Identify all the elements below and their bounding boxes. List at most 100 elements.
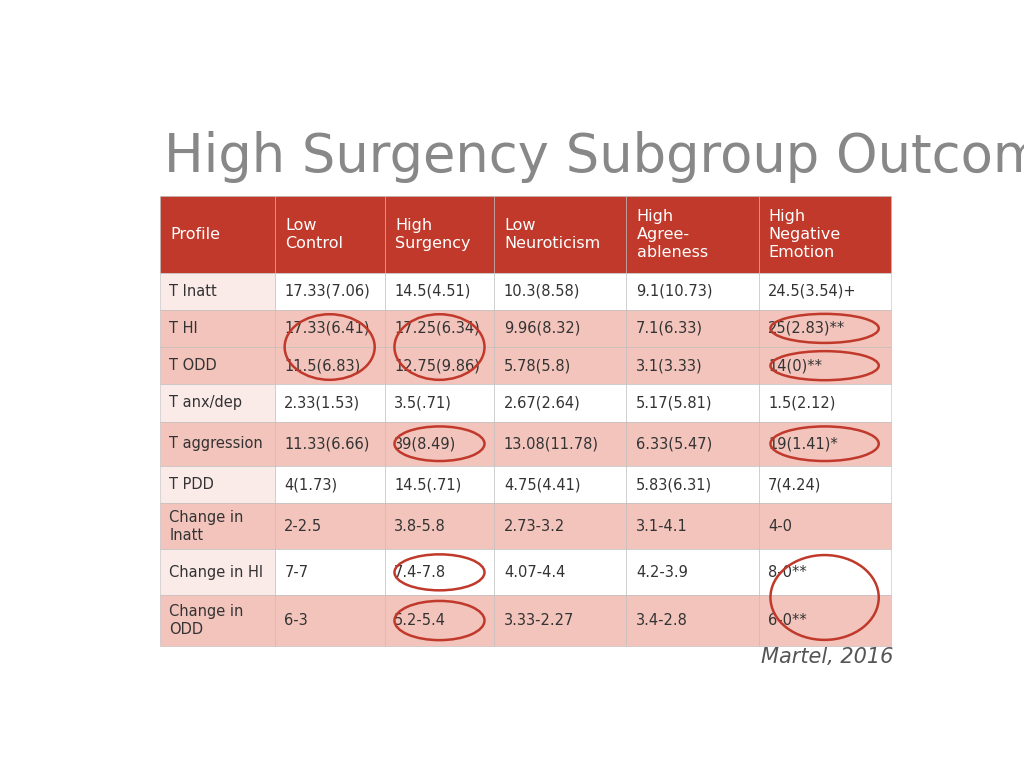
Text: 6.33(5.47): 6.33(5.47) — [636, 436, 713, 452]
Text: 17.33(7.06): 17.33(7.06) — [285, 283, 370, 299]
Bar — [627, 196, 759, 273]
Bar — [160, 422, 274, 466]
Bar — [160, 196, 274, 273]
Bar — [495, 196, 627, 273]
Text: 3.8-5.8: 3.8-5.8 — [394, 518, 445, 534]
Text: 25(2.83)**: 25(2.83)** — [768, 321, 846, 336]
Bar — [160, 273, 274, 310]
Text: 39(8.49): 39(8.49) — [394, 436, 457, 452]
Bar — [160, 503, 274, 549]
Bar — [385, 196, 495, 273]
Bar — [274, 466, 385, 503]
Text: 8-0**: 8-0** — [768, 564, 807, 580]
Bar — [274, 310, 385, 347]
Bar — [627, 347, 759, 384]
Bar — [274, 595, 385, 646]
Text: 14.5(4.51): 14.5(4.51) — [394, 283, 470, 299]
Bar — [495, 384, 627, 422]
Text: 7(4.24): 7(4.24) — [768, 477, 821, 492]
Text: 4.07-4.4: 4.07-4.4 — [504, 564, 565, 580]
Bar — [759, 273, 891, 310]
Text: 3.33-2.27: 3.33-2.27 — [504, 613, 574, 628]
Bar — [385, 503, 495, 549]
Bar — [274, 384, 385, 422]
Bar — [274, 273, 385, 310]
Text: 13.08(11.78): 13.08(11.78) — [504, 436, 599, 452]
Bar — [160, 310, 274, 347]
Text: 2-2.5: 2-2.5 — [285, 518, 323, 534]
Bar — [627, 273, 759, 310]
Text: 3.1(3.33): 3.1(3.33) — [636, 358, 702, 373]
Bar — [759, 595, 891, 646]
Bar — [160, 466, 274, 503]
Text: 6-0**: 6-0** — [768, 613, 807, 628]
Text: 7.1(6.33): 7.1(6.33) — [636, 321, 703, 336]
Text: 9.1(10.73): 9.1(10.73) — [636, 283, 713, 299]
Text: 9.96(8.32): 9.96(8.32) — [504, 321, 581, 336]
Bar — [495, 549, 627, 595]
Bar — [495, 273, 627, 310]
Bar — [495, 310, 627, 347]
Text: 17.25(6.34): 17.25(6.34) — [394, 321, 480, 336]
Bar — [627, 384, 759, 422]
Text: T HI: T HI — [169, 321, 198, 336]
Bar — [385, 422, 495, 466]
Text: Change in HI: Change in HI — [169, 564, 263, 580]
Bar — [759, 310, 891, 347]
Text: 5.17(5.81): 5.17(5.81) — [636, 396, 713, 410]
Text: 3.4-2.8: 3.4-2.8 — [636, 613, 688, 628]
Text: 7.4-7.8: 7.4-7.8 — [394, 564, 446, 580]
Text: 14(0)**: 14(0)** — [768, 358, 822, 373]
Text: 10.3(8.58): 10.3(8.58) — [504, 283, 581, 299]
Text: 17.33(6.41): 17.33(6.41) — [285, 321, 370, 336]
Bar — [274, 549, 385, 595]
Text: 2.73-3.2: 2.73-3.2 — [504, 518, 565, 534]
Bar — [759, 549, 891, 595]
Text: 14.5(.71): 14.5(.71) — [394, 477, 462, 492]
Text: T PDD: T PDD — [169, 477, 214, 492]
Bar — [495, 466, 627, 503]
Bar — [385, 310, 495, 347]
Bar — [160, 384, 274, 422]
Text: Change in
Inatt: Change in Inatt — [169, 510, 244, 543]
Bar — [385, 347, 495, 384]
Text: Martel, 2016: Martel, 2016 — [762, 647, 894, 667]
Text: Low
Neuroticism: Low Neuroticism — [505, 217, 601, 250]
Bar — [385, 466, 495, 503]
Bar — [495, 422, 627, 466]
Bar — [627, 549, 759, 595]
Bar — [385, 549, 495, 595]
Text: T anx/dep: T anx/dep — [169, 396, 243, 410]
Text: High Surgency Subgroup Outcomes: High Surgency Subgroup Outcomes — [164, 131, 1024, 183]
Text: 1.5(2.12): 1.5(2.12) — [768, 396, 836, 410]
Text: 4.2-3.9: 4.2-3.9 — [636, 564, 688, 580]
Bar — [627, 466, 759, 503]
Text: 5.83(6.31): 5.83(6.31) — [636, 477, 712, 492]
Bar — [759, 422, 891, 466]
Text: 2.67(2.64): 2.67(2.64) — [504, 396, 581, 410]
Bar — [627, 310, 759, 347]
Text: 11.33(6.66): 11.33(6.66) — [285, 436, 370, 452]
Text: High
Negative
Emotion: High Negative Emotion — [769, 209, 841, 260]
Text: High
Surgency: High Surgency — [395, 217, 470, 250]
Text: 11.5(6.83): 11.5(6.83) — [285, 358, 360, 373]
Bar — [274, 196, 385, 273]
Text: 19(1.41)*: 19(1.41)* — [768, 436, 838, 452]
Bar — [495, 503, 627, 549]
Text: High
Agree-
ableness: High Agree- ableness — [637, 209, 708, 260]
Bar — [759, 347, 891, 384]
Text: 4.75(4.41): 4.75(4.41) — [504, 477, 581, 492]
Bar — [160, 549, 274, 595]
Bar — [160, 595, 274, 646]
Text: Low
Control: Low Control — [285, 217, 343, 250]
Text: 5.78(5.8): 5.78(5.8) — [504, 358, 571, 373]
Bar — [160, 347, 274, 384]
Text: 5.2-5.4: 5.2-5.4 — [394, 613, 446, 628]
Bar — [627, 503, 759, 549]
Bar — [274, 347, 385, 384]
Text: T Inatt: T Inatt — [169, 283, 217, 299]
Text: 4-0: 4-0 — [768, 518, 793, 534]
Bar — [759, 196, 891, 273]
Text: 7-7: 7-7 — [285, 564, 308, 580]
Bar — [759, 466, 891, 503]
